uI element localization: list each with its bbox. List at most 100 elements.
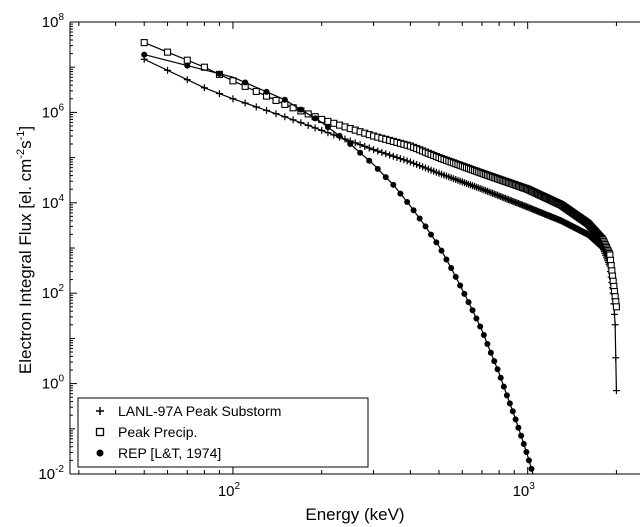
legend-box — [77, 397, 369, 468]
data-point-dot — [184, 62, 191, 69]
data-point-dot — [506, 400, 513, 407]
y-tick-label: 102 — [42, 283, 65, 302]
data-point-plus — [164, 66, 172, 74]
data-point-plus — [341, 135, 349, 143]
tick-labels: 102 103 10-2 100 102 104 106 108 — [38, 12, 535, 500]
data-point-plus — [374, 147, 382, 155]
data-point-plus — [361, 142, 369, 150]
data-point-plus — [612, 354, 620, 362]
data-point-plus — [498, 193, 506, 201]
data-point-dot — [515, 424, 522, 431]
y-tick-label: 100 — [42, 374, 65, 393]
data-point-dot — [525, 457, 532, 464]
legend-marker-plus-icon — [96, 407, 104, 415]
y-tick-label: 106 — [42, 102, 65, 121]
data-point-plus — [416, 162, 424, 170]
data-point-plus — [386, 151, 394, 159]
data-point-dot — [347, 140, 354, 147]
data-point-square — [164, 48, 172, 56]
legend: LANL-97A Peak Substorm Peak Precip. REP … — [77, 397, 369, 468]
y-axis-label-end: ] — [16, 126, 35, 131]
data-point-square — [140, 39, 148, 47]
data-point-plus — [378, 148, 386, 156]
data-point-plus — [229, 95, 237, 103]
data-point-plus — [403, 157, 411, 165]
y-axis-label: Electron Integral Flux [el. cm-2s-1] — [15, 126, 35, 374]
data-point-dot — [452, 273, 459, 280]
data-point-dot — [428, 231, 435, 238]
data-point-plus — [610, 310, 618, 318]
data-point-dot — [523, 449, 530, 456]
data-point-plus — [500, 194, 508, 202]
data-point-dot — [491, 358, 498, 365]
legend-entry-1: LANL-97A Peak Substorm — [118, 403, 281, 419]
data-point-dot — [357, 149, 364, 156]
data-point-dot — [484, 341, 491, 348]
data-point-dot — [512, 416, 519, 423]
axes — [69, 21, 640, 475]
data-point-square — [324, 117, 332, 125]
data-point-dot — [528, 465, 535, 472]
data-point-dot — [497, 374, 504, 381]
legend-marker-square-icon — [95, 427, 105, 437]
data-point-plus — [215, 90, 223, 98]
data-point-plus — [272, 110, 280, 118]
data-point-dot — [336, 132, 343, 139]
data-point-plus — [356, 141, 364, 149]
data-point-dot — [374, 165, 381, 172]
data-point-plus — [490, 190, 498, 198]
data-point-plus — [297, 119, 305, 127]
y-axis-label-unit: s — [16, 140, 35, 149]
data-point-plus — [612, 387, 620, 395]
data-point-dot — [465, 299, 472, 306]
data-point-dot — [461, 290, 468, 297]
data-point-plus — [183, 76, 191, 84]
data-point-dot — [366, 157, 373, 164]
data-point-dot — [469, 307, 476, 314]
data-point-square — [252, 87, 260, 95]
data-point-plus — [370, 146, 378, 154]
data-point-plus — [263, 106, 271, 114]
data-point-dot — [312, 115, 319, 122]
y-axis-label-exp-1: -2 — [15, 149, 27, 159]
data-point-dot — [473, 315, 480, 322]
data-point-plus — [365, 144, 373, 152]
data-point-plus — [318, 126, 326, 134]
data-point-square — [272, 96, 280, 104]
data-point-dot — [216, 70, 223, 77]
data-point-square — [330, 119, 338, 127]
data-point-plus — [485, 188, 493, 196]
y-axis-label-exp-2: -1 — [15, 131, 27, 141]
series-square — [140, 39, 620, 311]
data-point-dot — [443, 256, 450, 263]
legend-entry-2: Peak Precip. — [118, 424, 197, 440]
data-point-plus — [396, 155, 404, 163]
data-point-plus — [406, 158, 414, 166]
data-point-dot — [500, 383, 507, 390]
data-point-plus — [281, 113, 289, 121]
y-tick-label: 108 — [42, 12, 65, 31]
data-point-plus — [252, 103, 260, 111]
series-dot — [141, 51, 535, 474]
data-point-plus — [382, 150, 390, 158]
data-point-dot — [242, 79, 249, 86]
series-plus — [140, 55, 620, 395]
data-point-plus — [410, 159, 418, 167]
data-point-dot — [263, 88, 270, 95]
data-point-plus — [330, 131, 338, 139]
data-point-dot — [141, 51, 148, 58]
data-point-plus — [241, 99, 249, 107]
data-point-plus — [289, 116, 297, 124]
data-point-plus — [413, 160, 421, 168]
data-point-dot — [397, 190, 404, 197]
x-tick-label: 102 — [218, 481, 241, 500]
y-tick-label: 104 — [42, 193, 65, 212]
data-point-dot — [404, 198, 411, 205]
data-point-dot — [410, 207, 417, 214]
data-point-dot — [433, 239, 440, 246]
data-point-dot — [480, 332, 487, 339]
data-point-dot — [503, 392, 510, 399]
data-point-dot — [520, 441, 527, 448]
data-point-dot — [509, 408, 516, 415]
data-point-dot — [438, 247, 445, 254]
